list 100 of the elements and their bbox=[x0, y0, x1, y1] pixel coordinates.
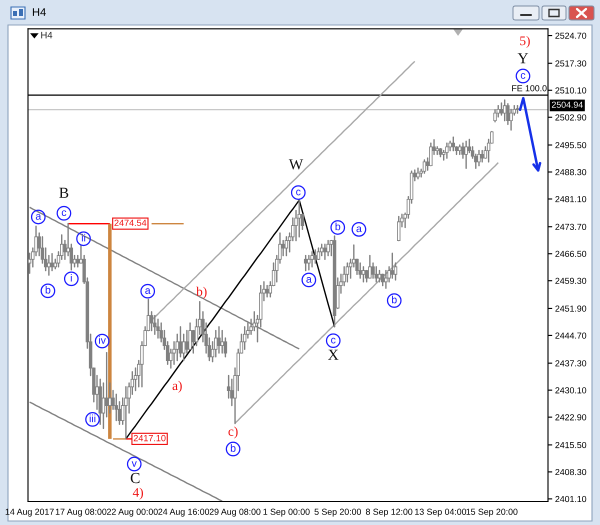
candlestick bbox=[374, 266, 378, 283]
annotation: c bbox=[331, 338, 336, 344]
annotation: a bbox=[36, 214, 42, 220]
y-tick-label: 2422.90 bbox=[555, 414, 586, 420]
ref-line-label: 2504.94 bbox=[552, 102, 583, 108]
annotation: c bbox=[296, 190, 301, 196]
candlestick bbox=[380, 274, 384, 286]
candlestick bbox=[502, 99, 506, 122]
candlestick bbox=[378, 270, 382, 283]
y-tick-label: 2495.50 bbox=[555, 142, 586, 148]
y-tick-label: 2481.10 bbox=[555, 196, 586, 202]
candlestick bbox=[371, 262, 375, 279]
candlestick bbox=[493, 109, 497, 122]
y-tick-label: 2401.10 bbox=[555, 496, 586, 502]
candlestick bbox=[364, 270, 368, 283]
candlestick bbox=[182, 334, 186, 362]
candlestick bbox=[397, 216, 400, 242]
candlestick bbox=[304, 254, 308, 272]
annotation: 2417.10 bbox=[134, 434, 166, 442]
candlestick bbox=[477, 150, 481, 166]
y-tick-label: 2430.10 bbox=[555, 387, 586, 394]
candlestick bbox=[230, 378, 234, 406]
candlestick bbox=[192, 330, 196, 354]
annotation: b bbox=[392, 296, 397, 304]
chart-title: H4 bbox=[32, 8, 46, 16]
x-tick-label: 17 Aug 08:00 bbox=[56, 508, 106, 517]
candlestick bbox=[464, 140, 468, 169]
candlestick bbox=[452, 136, 456, 152]
annotation: b bbox=[336, 222, 340, 230]
annotation: W bbox=[288, 159, 304, 170]
x-tick-label: 29 Aug 08:00 bbox=[210, 508, 260, 517]
annotation: B bbox=[59, 188, 68, 198]
annotation: iii bbox=[90, 414, 96, 422]
x-tick-label: 22 Aug 00:00 bbox=[106, 508, 158, 517]
candlestick bbox=[368, 254, 372, 279]
annotation: Y bbox=[518, 53, 528, 64]
x-tick-label: 15 Sep 20:00 bbox=[466, 508, 518, 517]
annotation: b bbox=[230, 444, 236, 452]
annotation: v bbox=[132, 461, 137, 467]
candlestick bbox=[242, 326, 246, 350]
candlestick bbox=[358, 262, 362, 279]
candlestick bbox=[316, 247, 320, 260]
candlestick bbox=[153, 314, 156, 336]
y-tick-label: 2510.10 bbox=[555, 87, 586, 94]
annotation: a) bbox=[172, 380, 182, 393]
candlestick bbox=[416, 168, 420, 180]
candlestick bbox=[323, 244, 327, 260]
annotation: 4) bbox=[132, 488, 143, 500]
x-tick-label: 14 Aug 2017 bbox=[6, 508, 54, 517]
y-tick-label: 2408.30 bbox=[555, 468, 586, 476]
candlestick bbox=[114, 394, 118, 422]
x-tick-label: 8 Sep 12:00 bbox=[366, 508, 412, 517]
candlestick bbox=[217, 326, 221, 354]
annotation: a bbox=[306, 277, 312, 283]
candlestick bbox=[458, 144, 462, 156]
candlestick bbox=[384, 270, 388, 289]
annotation: b bbox=[46, 286, 50, 294]
y-tick-label: 2502.90 bbox=[555, 114, 586, 121]
candlestick bbox=[314, 249, 317, 264]
ref-line-label: FE 100.0 bbox=[512, 85, 547, 92]
annotation: c bbox=[520, 73, 526, 79]
candlestick bbox=[310, 251, 314, 268]
annotation: C bbox=[130, 472, 140, 484]
candlestick bbox=[124, 386, 128, 440]
annotation: ii bbox=[82, 234, 86, 242]
y-tick-label: 2524.70 bbox=[555, 32, 586, 39]
x-tick-label: 5 Sep 20:00 bbox=[314, 508, 362, 517]
annotation: 2474.54 bbox=[114, 220, 146, 226]
annotation: i bbox=[70, 274, 72, 282]
candlestick bbox=[76, 254, 80, 268]
candlestick bbox=[326, 240, 330, 256]
x-tick-label: 1 Sep 00:00 bbox=[263, 508, 310, 517]
y-tick-label: 2459.30 bbox=[555, 278, 586, 284]
candlestick bbox=[422, 159, 426, 174]
candlestick bbox=[445, 142, 449, 159]
y-tick-label: 2466.50 bbox=[555, 250, 586, 257]
y-tick-label: 2437.30 bbox=[555, 360, 586, 366]
candlestick bbox=[461, 142, 465, 159]
chart-subtitle: H4 bbox=[41, 32, 52, 38]
x-tick-label: 24 Aug 16:00 bbox=[158, 508, 210, 517]
candlestick bbox=[156, 318, 160, 339]
candlestick bbox=[284, 236, 288, 256]
candlestick bbox=[188, 322, 192, 350]
y-tick-label: 2415.50 bbox=[555, 442, 586, 448]
candlestick bbox=[220, 330, 224, 354]
candlestick bbox=[500, 102, 504, 116]
annotation: 5) bbox=[520, 36, 530, 48]
candlestick bbox=[362, 266, 366, 283]
annotation: a bbox=[145, 288, 151, 294]
line-series bbox=[28, 206, 300, 350]
y-tick-label: 2451.90 bbox=[555, 306, 586, 312]
candlestick bbox=[509, 108, 513, 131]
candlestick bbox=[298, 199, 301, 238]
y-tick-label: 2444.70 bbox=[555, 332, 586, 339]
x-tick-label: 13 Sep 04:00 bbox=[415, 508, 466, 517]
candlestick bbox=[50, 253, 54, 272]
candlestick bbox=[104, 352, 108, 418]
annotation: X bbox=[328, 350, 338, 360]
candlestick bbox=[480, 150, 484, 163]
annotation: iv bbox=[99, 336, 106, 344]
